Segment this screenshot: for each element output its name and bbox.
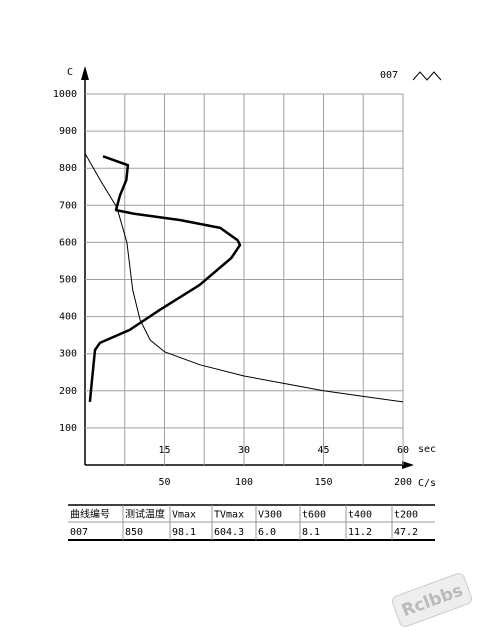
watermark: Rclbbs	[392, 573, 472, 627]
x2-axis-label: C/s	[418, 478, 436, 489]
x2-tick-label: 100	[235, 477, 253, 488]
x2-tick-label: 50	[158, 477, 170, 488]
table-cell: 604.3	[214, 527, 244, 538]
table-header-cell: t200	[394, 510, 418, 521]
y-tick-label: 700	[59, 200, 77, 211]
table-header-cell: TVmax	[214, 510, 244, 521]
curve-id: 007	[380, 70, 398, 81]
table-cell: 98.1	[172, 527, 196, 538]
x-tick-label: 60	[397, 445, 409, 456]
y-tick-label: 200	[59, 386, 77, 397]
table-header-cell: Vmax	[172, 510, 196, 521]
y-tick-label: 900	[59, 126, 77, 137]
table-cell: 850	[125, 527, 143, 538]
y-tick-label: 300	[59, 349, 77, 360]
curve-icon	[412, 71, 442, 81]
y-axis-arrow	[81, 66, 89, 80]
y-tick-label: 1000	[53, 89, 77, 100]
y-tick-label: 400	[59, 312, 77, 323]
watermark-box	[392, 573, 472, 627]
x2-tick-label: 200	[394, 477, 412, 488]
table-header-cell: t400	[348, 510, 372, 521]
table-cell: 8.1	[302, 527, 320, 538]
plot: 100 200 300 400 500 600 700 800 900 1000 15 30 45 60 5…	[53, 89, 412, 488]
y-tick-label: 800	[59, 163, 77, 174]
x-tick-label: 45	[317, 445, 329, 456]
x-tick-label: 30	[238, 445, 250, 456]
x-axis-label: sec	[418, 444, 436, 455]
x2-tick-label: 150	[314, 477, 332, 488]
table-header-cell: t600	[302, 510, 326, 521]
table-cell: 6.0	[258, 527, 276, 538]
y-axis-label: C	[67, 67, 73, 78]
table-cell: 47.2	[394, 527, 418, 538]
table: 曲线编号 测试温度 Vmax TVmax V300 t600 t400 t200 007 850 9…	[68, 504, 435, 541]
table-cell: 11.2	[348, 527, 372, 538]
table-header-cell: 测试温度	[125, 508, 165, 521]
x-tick-label: 15	[158, 445, 170, 456]
data-line	[84, 153, 404, 403]
y-tick-label: 500	[59, 275, 77, 286]
y-tick-label: 100	[59, 423, 77, 434]
y-tick-label: 600	[59, 237, 77, 248]
table-cell: 007	[70, 527, 88, 538]
data-line	[88, 155, 242, 403]
x-axis-arrow	[402, 461, 414, 469]
table-header-cell: V300	[258, 510, 282, 521]
table-header-cell: 曲线编号	[70, 508, 110, 521]
